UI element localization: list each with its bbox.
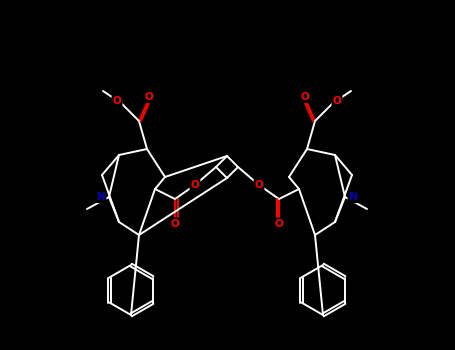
Text: O: O (171, 219, 179, 229)
Text: O: O (333, 96, 341, 106)
Text: O: O (275, 219, 283, 229)
Text: O: O (191, 180, 199, 190)
Text: N: N (96, 192, 106, 202)
Text: O: O (145, 92, 153, 102)
Text: O: O (255, 180, 263, 190)
Text: O: O (301, 92, 309, 102)
Text: O: O (113, 96, 121, 106)
Text: N: N (349, 192, 357, 202)
